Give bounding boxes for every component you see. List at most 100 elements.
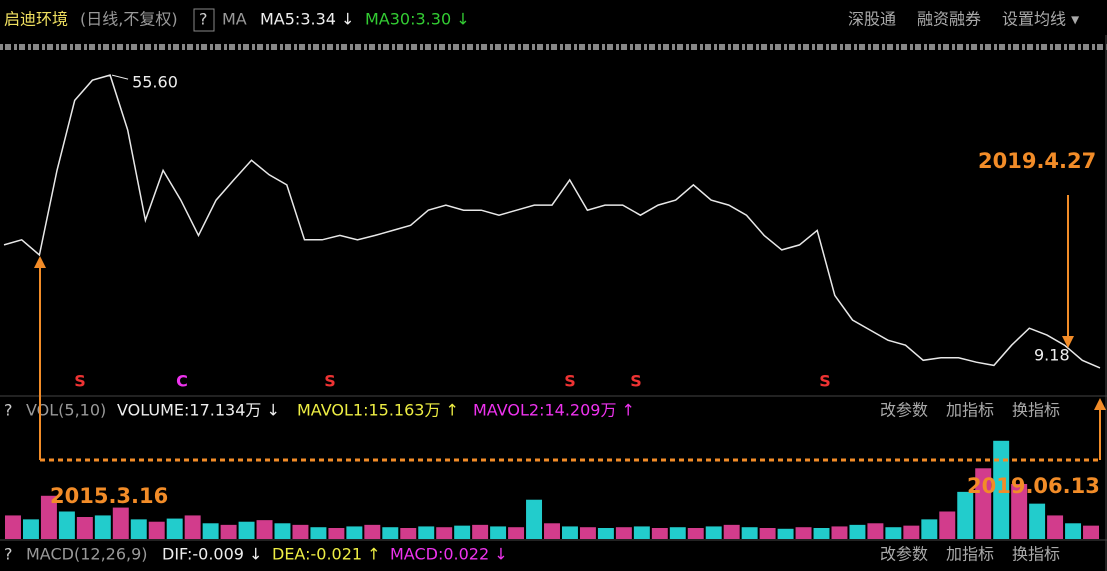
volume-bar xyxy=(292,524,309,539)
volume-bar xyxy=(957,491,974,539)
volume-bar xyxy=(633,526,650,539)
volume-bar xyxy=(813,528,830,539)
volume-bar xyxy=(256,520,273,539)
volume-bar xyxy=(346,526,363,539)
volume-bar xyxy=(220,524,237,539)
volume-bar xyxy=(903,525,920,539)
volume-bar xyxy=(993,440,1010,539)
volume-bar xyxy=(436,527,453,539)
tool[interactable]: 改参数 xyxy=(880,545,928,564)
volume-bar xyxy=(867,523,884,539)
link[interactable]: 融资融券 xyxy=(917,10,981,29)
volume-bar xyxy=(615,527,632,539)
price-line xyxy=(3,74,1101,369)
volume-bar xyxy=(759,528,776,539)
volume-bar xyxy=(184,515,201,539)
stock-name: 启迪环境 xyxy=(4,10,68,29)
volume-bar xyxy=(202,523,219,539)
tool[interactable]: 换指标 xyxy=(1012,545,1060,564)
ma: MA xyxy=(222,10,247,29)
volume-bar xyxy=(597,528,614,539)
volume-bar xyxy=(579,527,596,539)
volume-bar xyxy=(1083,525,1099,539)
volume-bar xyxy=(1065,523,1082,539)
link[interactable]: 深股通 xyxy=(848,10,896,29)
volume-bar xyxy=(795,527,812,539)
annotation: 2015.3.16 xyxy=(50,484,168,508)
mavol1: MAVOL1:15.163万 ↑ xyxy=(297,401,459,420)
volume-bar xyxy=(130,519,147,539)
pointer xyxy=(111,74,129,80)
volume-bar xyxy=(669,527,686,539)
volume-bar xyxy=(400,528,417,539)
volume-bar xyxy=(94,515,111,539)
help[interactable]: ? xyxy=(199,10,208,29)
volume-bar xyxy=(454,525,471,539)
volume-bar xyxy=(5,515,21,539)
signal-marker: S xyxy=(630,372,642,391)
tool[interactable]: 加指标 xyxy=(946,545,994,564)
high-label: 55.60 xyxy=(132,73,178,92)
volume-bar xyxy=(166,518,183,539)
ma5: MA5:3.34 ↓ xyxy=(260,10,354,29)
volume-bar xyxy=(22,519,39,539)
volume-bar xyxy=(40,495,57,539)
volume-bar xyxy=(687,528,704,539)
signal-marker: S xyxy=(74,372,86,391)
help[interactable]: ? xyxy=(4,545,13,564)
help-box[interactable] xyxy=(193,8,215,32)
ma30: MA30:3.30 ↓ xyxy=(365,10,470,29)
help[interactable]: ? xyxy=(4,401,13,420)
signal-marker: S xyxy=(564,372,576,391)
signal-marker: S xyxy=(324,372,336,391)
tool[interactable]: 加指标 xyxy=(946,401,994,420)
volume-bar xyxy=(1047,515,1064,539)
tool[interactable]: 改参数 xyxy=(880,401,928,420)
volume-bar xyxy=(76,517,93,539)
dif: DIF:-0.009 ↓ xyxy=(162,545,262,564)
volume-bar xyxy=(975,468,992,539)
annotation: 2019.4.27 xyxy=(978,149,1096,173)
volume-bar xyxy=(741,527,758,539)
indicator: MACD(12,26,9) xyxy=(26,545,148,564)
volume-bar xyxy=(921,519,938,539)
volume-bar xyxy=(112,507,129,539)
volume-bar xyxy=(651,528,668,539)
volume-bar xyxy=(526,499,543,539)
volume-bar xyxy=(238,521,255,539)
signal-marker: S xyxy=(819,372,831,391)
volume-bar xyxy=(382,527,399,539)
volume-bar xyxy=(544,523,560,539)
indicator: VOL(5,10) xyxy=(26,401,106,420)
arrowhead xyxy=(1062,336,1074,348)
tool[interactable]: 换指标 xyxy=(1012,401,1060,420)
macd-header: ? MACD(12,26,9) DIF:-0.009 ↓ DEA:-0.021 … xyxy=(4,545,1060,564)
volume: VOLUME:17.134万 ↓ xyxy=(117,401,280,420)
annotation-arrows xyxy=(34,195,1106,462)
link[interactable]: 设置均线 ▾ xyxy=(1002,10,1079,29)
arrowhead xyxy=(34,256,46,268)
volume-bar xyxy=(490,526,507,539)
volume-bar xyxy=(1029,503,1046,539)
macd: MACD:0.022 ↓ xyxy=(390,545,508,564)
volume-bar xyxy=(274,523,291,539)
volume-bar xyxy=(148,521,165,539)
volume-bar xyxy=(58,511,75,539)
volume-bar xyxy=(777,528,794,539)
volume-bar xyxy=(939,511,956,539)
volume-bar xyxy=(831,526,848,539)
volume-bar xyxy=(472,524,489,539)
volume-bar xyxy=(1011,484,1028,539)
dea: DEA:-0.021 ↑ xyxy=(272,545,381,564)
volume-bar xyxy=(723,524,740,539)
volume-bar xyxy=(364,524,381,539)
volume-bar xyxy=(328,528,345,539)
volume-bar xyxy=(849,524,866,539)
volume-bar xyxy=(508,527,525,539)
volume-bar xyxy=(705,526,722,539)
mavol2: MAVOL2:14.209万 ↑ xyxy=(473,401,635,420)
volume-header: ? VOL(5,10) VOLUME:17.134万 ↓ MAVOL1:15.1… xyxy=(4,401,1060,420)
volume-bar xyxy=(418,526,435,539)
